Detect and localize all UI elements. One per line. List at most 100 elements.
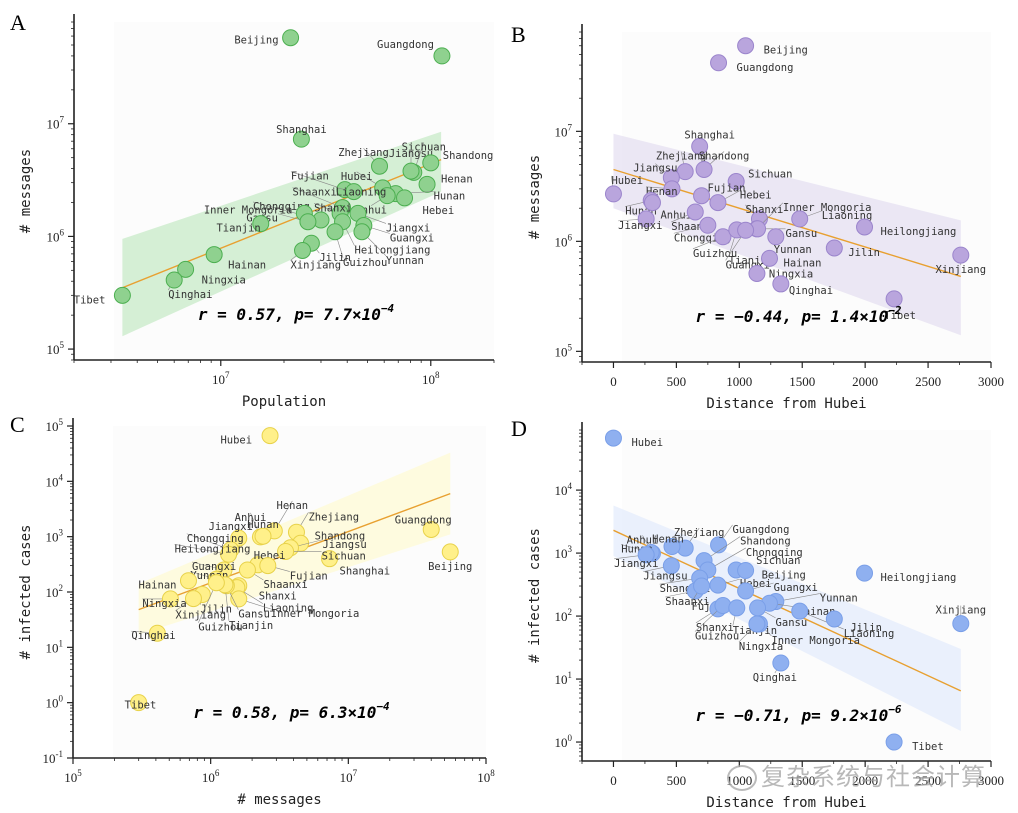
chart-d: HubeiGuangdongZhejiangHenanAnhuiHunanJia… [527, 422, 1004, 811]
y-tick-label: 105 [555, 342, 573, 359]
confidence-band [613, 133, 961, 336]
point-marker [662, 557, 680, 575]
y-tick-label: 104 [555, 481, 573, 498]
data-point: Xinjiang [936, 605, 987, 633]
panel-a: A Beijing Guangdong Shanghai Sichuan Jiangsu… [0, 0, 509, 410]
point-label: Liaoning [822, 210, 873, 222]
data-point: Jiangxi [614, 546, 658, 570]
point-label: Xinjiang [936, 605, 987, 617]
point-marker [748, 265, 766, 283]
data-point: Beijing [428, 543, 472, 573]
point-label: Shanxi [745, 204, 783, 216]
point-marker [353, 223, 371, 241]
data-point: Shandong [695, 536, 791, 570]
y-axis-title: # infected cases [527, 528, 543, 663]
point-marker [637, 210, 655, 228]
watermark-text: 复杂系统与社会计算 [761, 763, 986, 791]
correlation-annotation: r = −0.71, p= 9.2×10−6 [696, 703, 902, 725]
correlation-annotation: r = −0.44, p= 1.4×10−2 [696, 304, 902, 326]
point-label: Tibet [125, 700, 157, 712]
data-point: Guizhou [326, 223, 387, 269]
data-point: Beijing [234, 29, 300, 47]
point-label: Qinghai [168, 289, 212, 301]
point-marker [791, 602, 809, 620]
point-marker [207, 574, 225, 592]
data-point: Gansu [749, 599, 807, 629]
point-label: Inner Mongoria [271, 608, 360, 620]
data-point: Yunnan [767, 228, 812, 256]
point-label: Shaanxi [293, 187, 337, 199]
point-marker [825, 239, 843, 257]
point-label: Hunan [434, 191, 466, 203]
y-tick-label: 103 [555, 544, 573, 561]
data-point: Xinjiang [290, 241, 342, 271]
point-label: Tibet [74, 294, 106, 306]
x-tick-label: 106 [202, 768, 220, 785]
leader-line [174, 544, 229, 555]
point-label: Liaoning [336, 187, 387, 199]
data-point: Jilin [825, 239, 880, 259]
point-label: Jilin [319, 252, 351, 264]
point-label: Guangxi [774, 582, 818, 594]
point-marker [952, 615, 970, 633]
point-marker [177, 260, 195, 278]
point-marker [433, 47, 451, 65]
point-marker [230, 529, 248, 547]
data-point: Gansu [749, 220, 817, 240]
point-label: Guangxi [390, 232, 434, 244]
data-point: Shandong [695, 150, 749, 178]
point-marker [825, 610, 843, 628]
point-marker [691, 137, 709, 155]
point-marker [885, 733, 903, 751]
correlation-annotation: r = 0.58, p= 6.3×10−4 [193, 700, 390, 722]
point-label: Beijing [762, 569, 806, 581]
data-point: Hubei [604, 429, 663, 449]
point-label: Jiangxi [209, 521, 253, 533]
point-marker [695, 160, 713, 178]
point-label: Xinjiang [291, 259, 342, 271]
point-marker [259, 557, 277, 575]
leader-line [290, 171, 346, 190]
point-marker [252, 215, 270, 233]
point-label: Chongqing [746, 547, 803, 559]
point-marker [663, 538, 681, 556]
point-label: Yunnan [820, 593, 858, 605]
point-marker [294, 241, 312, 259]
data-point: Zhejiang [338, 147, 389, 175]
x-tick-label: 2000 [852, 773, 878, 788]
point-label: Fujian [291, 171, 329, 183]
data-point: Jiangxi [618, 210, 662, 232]
data-point: Inner Mongoria [230, 590, 360, 620]
point-label: Jilin [848, 247, 880, 259]
y-tick-label: 104 [46, 472, 64, 489]
x-tick-label: 107 [212, 370, 230, 387]
data-point: Zhejiang [656, 151, 706, 181]
point-marker [378, 187, 396, 205]
data-point: Tibet [74, 286, 131, 306]
point-label: Heilongjiang [881, 226, 957, 238]
point-marker [184, 590, 202, 608]
point-label: Tianjin [216, 223, 260, 235]
data-point: Yunnan [353, 223, 424, 267]
point-marker [402, 162, 420, 180]
point-label: Hainan [784, 257, 822, 269]
x-tick-label: 0 [610, 374, 617, 389]
point-label: Henan [277, 500, 309, 512]
point-label: Guizhou [693, 248, 737, 260]
point-marker [699, 216, 717, 234]
point-label: Hainan [228, 260, 266, 272]
point-label: Shaanxi [263, 579, 307, 591]
point-label: Anhui [235, 512, 267, 524]
point-label: Yunnan [774, 244, 812, 256]
point-marker [737, 221, 755, 239]
point-marker [326, 223, 344, 241]
point-label: Fujian [290, 571, 328, 583]
data-point: Ningxia [142, 590, 187, 610]
point-marker [709, 576, 727, 594]
point-marker [714, 597, 732, 615]
data-point: Guangdong [710, 524, 789, 554]
point-label: Shanxi [259, 591, 297, 603]
point-label: Hubei [220, 435, 252, 447]
y-tick-label: 101 [46, 638, 64, 655]
y-axis-title: # messages [527, 155, 543, 239]
